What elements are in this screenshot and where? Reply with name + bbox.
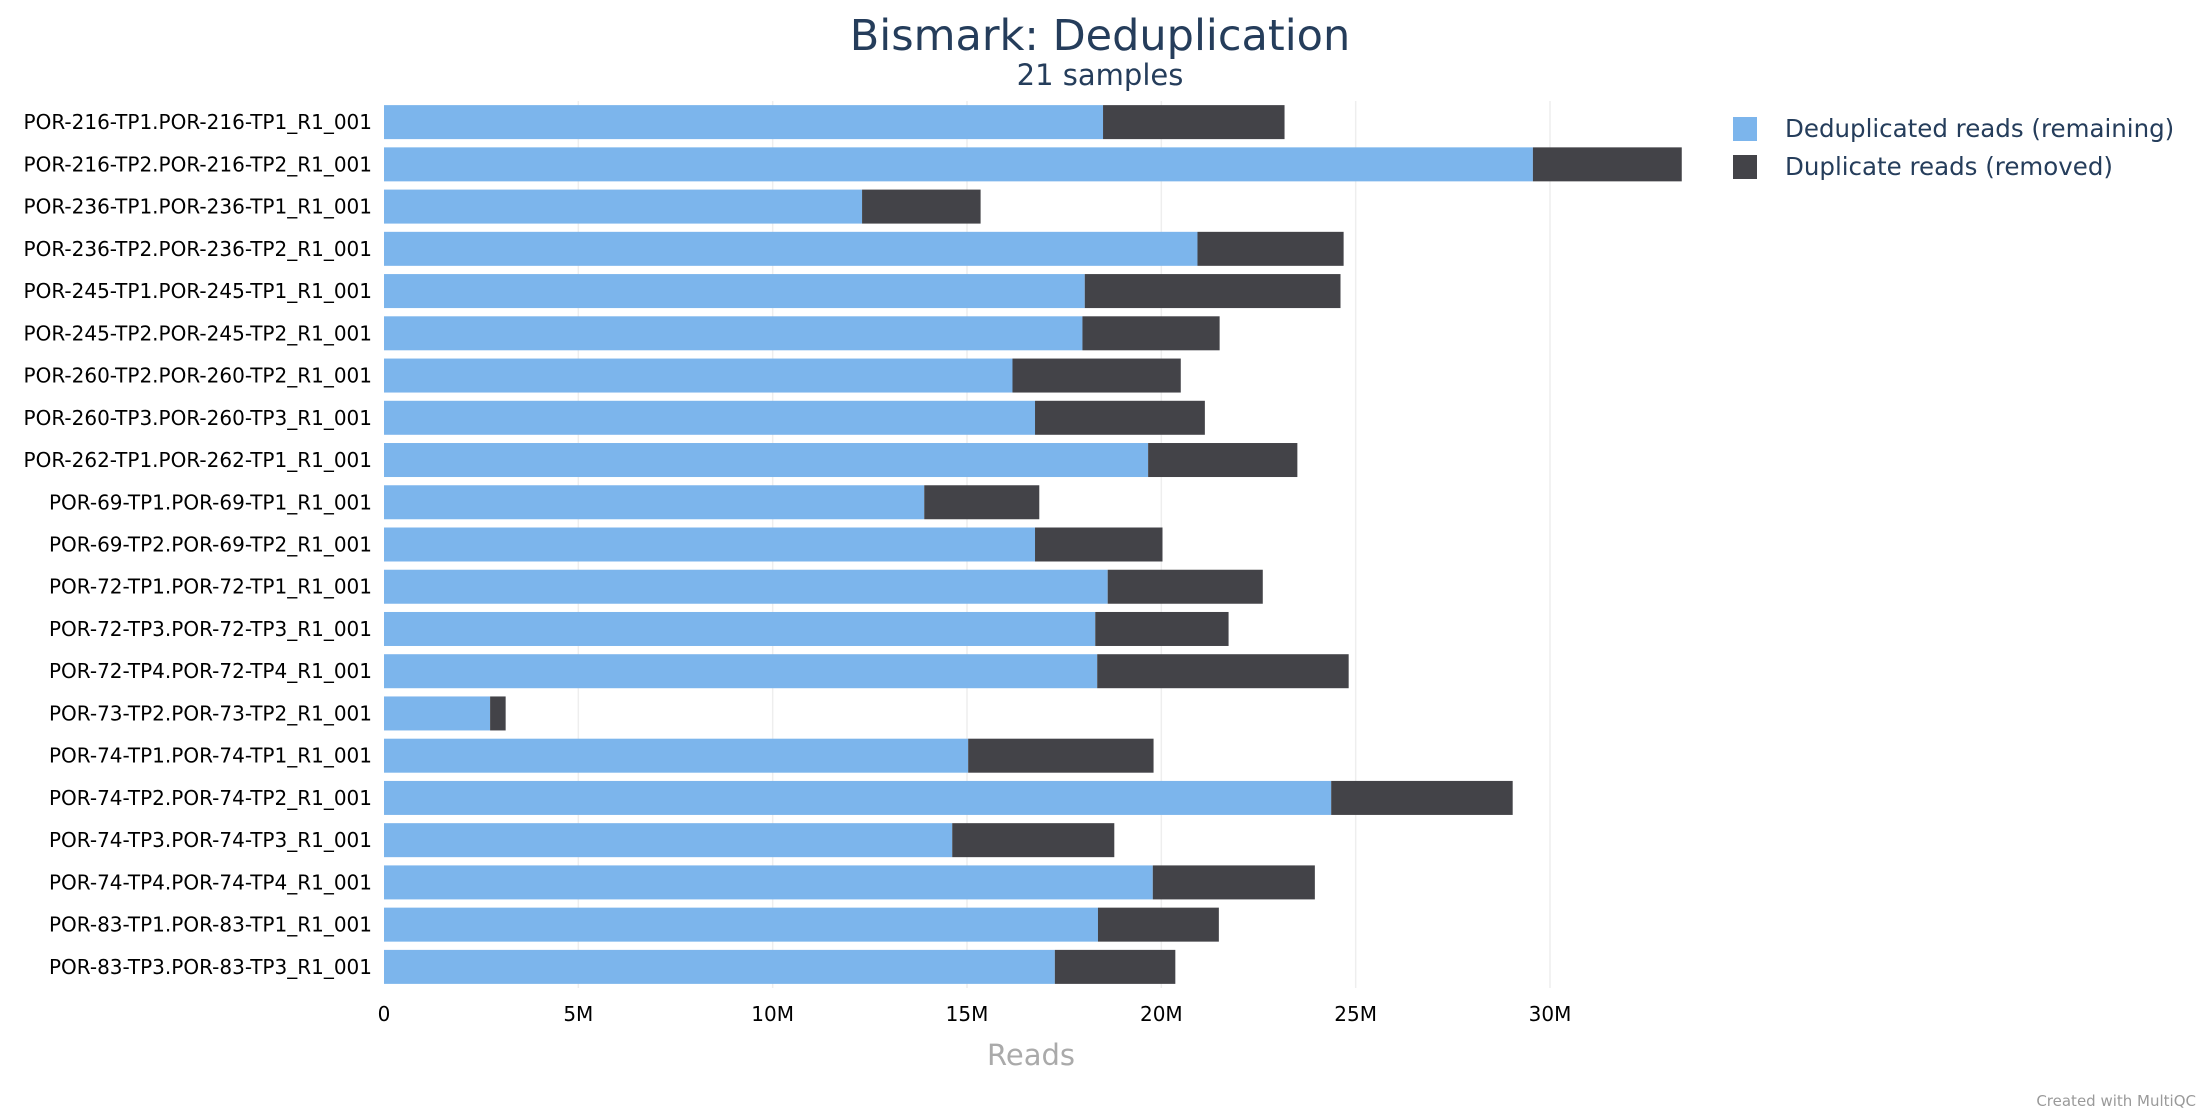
bar-deduplicated[interactable] [384,485,925,520]
y-category-label: POR-216-TP2.POR-216-TP2_R1_001 [24,152,372,176]
y-category-label: POR-69-TP2.POR-69-TP2_R1_001 [49,533,372,557]
x-tick-label: 15M [946,1002,989,1026]
chart-subtitle: 21 samples [1017,58,1184,92]
bar-duplicate[interactable] [968,738,1154,773]
y-category-label: POR-72-TP1.POR-72-TP1_R1_001 [49,575,372,599]
bar-deduplicated[interactable] [384,611,1096,646]
bar-duplicate[interactable] [1103,105,1285,140]
footer-credit: Created with MultiQC [2036,1092,2196,1110]
y-category-label: POR-69-TP1.POR-69-TP1_R1_001 [49,490,372,514]
legend-item-label[interactable]: Deduplicated reads (remaining) [1785,114,2174,143]
y-category-label: POR-260-TP3.POR-260-TP3_R1_001 [24,406,372,430]
bar-deduplicated[interactable] [384,569,1108,604]
bar-deduplicated[interactable] [384,865,1153,900]
x-axis-ticks: 0 5M 10M 15M 20M 25M 30M [378,1002,1572,1026]
bar-duplicate[interactable] [1107,569,1263,604]
x-tick-label: 5M [563,1002,593,1026]
y-category-label: POR-72-TP4.POR-72-TP4_R1_001 [49,659,372,683]
bar-duplicate[interactable] [1082,316,1220,351]
legend-swatch [1733,117,1757,141]
bar-duplicate[interactable] [1152,865,1315,900]
bar-deduplicated[interactable] [384,949,1055,984]
y-category-label: POR-262-TP1.POR-262-TP1_R1_001 [24,448,372,472]
y-category-label: POR-74-TP1.POR-74-TP1_R1_001 [49,744,372,768]
y-axis-labels: POR-216-TP1.POR-216-TP1_R1_001 POR-216-TP… [24,110,372,979]
chart-title: Bismark: Deduplication [850,11,1350,61]
bar-duplicate[interactable] [1084,274,1341,309]
bar-duplicate[interactable] [1035,527,1163,562]
bar-duplicate[interactable] [952,823,1115,858]
bar-deduplicated[interactable] [384,823,953,858]
y-category-label: POR-245-TP2.POR-245-TP2_R1_001 [24,321,372,345]
bar-deduplicated[interactable] [384,654,1098,689]
x-tick-label: 20M [1140,1002,1183,1026]
bar-deduplicated[interactable] [384,696,491,731]
y-category-label: POR-72-TP3.POR-72-TP3_R1_001 [49,617,372,641]
legend: Deduplicated reads (remaining) Duplicate … [1733,114,2174,181]
bar-deduplicated[interactable] [384,738,969,773]
bar-deduplicated[interactable] [384,189,863,224]
bar-duplicate[interactable] [1331,780,1513,815]
bar-duplicate[interactable] [1197,231,1344,266]
bar-duplicate[interactable] [1012,358,1181,393]
y-category-label: POR-236-TP2.POR-236-TP2_R1_001 [24,237,372,261]
bar-duplicate[interactable] [1097,654,1349,689]
bar-deduplicated[interactable] [384,274,1085,309]
y-category-label: POR-236-TP1.POR-236-TP1_R1_001 [24,195,372,219]
y-category-label: POR-73-TP2.POR-73-TP2_R1_001 [49,701,372,725]
y-category-label: POR-74-TP3.POR-74-TP3_R1_001 [49,828,372,852]
x-tick-label: 25M [1334,1002,1377,1026]
bar-deduplicated[interactable] [384,231,1198,266]
bar-deduplicated[interactable] [384,527,1036,562]
x-tick-label: 30M [1529,1002,1572,1026]
y-category-label: POR-74-TP2.POR-74-TP2_R1_001 [49,786,372,810]
y-category-label: POR-83-TP3.POR-83-TP3_R1_001 [49,955,372,979]
bar-duplicate[interactable] [1148,443,1298,478]
bar-duplicate[interactable] [1054,949,1176,984]
bar-deduplicated[interactable] [384,358,1013,393]
y-category-label: POR-216-TP1.POR-216-TP1_R1_001 [24,110,372,134]
x-tick-label: 10M [751,1002,794,1026]
bar-deduplicated[interactable] [384,147,1533,182]
bar-duplicate[interactable] [1532,147,1682,182]
bar-deduplicated[interactable] [384,400,1036,435]
bar-deduplicated[interactable] [384,780,1332,815]
bar-duplicate[interactable] [490,696,506,731]
bar-deduplicated[interactable] [384,316,1083,351]
bar-deduplicated[interactable] [384,443,1149,478]
bar-deduplicated[interactable] [384,105,1104,140]
y-category-label: POR-245-TP1.POR-245-TP1_R1_001 [24,279,372,303]
bar-duplicate[interactable] [1097,907,1219,942]
legend-swatch [1733,155,1757,179]
bar-duplicate[interactable] [862,189,981,224]
bar-duplicate[interactable] [924,485,1040,520]
x-axis-label: Reads [987,1038,1075,1072]
y-category-label: POR-74-TP4.POR-74-TP4_R1_001 [49,870,372,894]
bar-duplicate[interactable] [1035,400,1205,435]
legend-item-label[interactable]: Duplicate reads (removed) [1785,152,2113,181]
y-category-label: POR-260-TP2.POR-260-TP2_R1_001 [24,364,372,388]
bars [384,105,1682,984]
bar-duplicate[interactable] [1095,611,1229,646]
x-tick-label: 0 [378,1002,391,1026]
y-category-label: POR-83-TP1.POR-83-TP1_R1_001 [49,913,372,937]
bar-deduplicated[interactable] [384,907,1098,942]
